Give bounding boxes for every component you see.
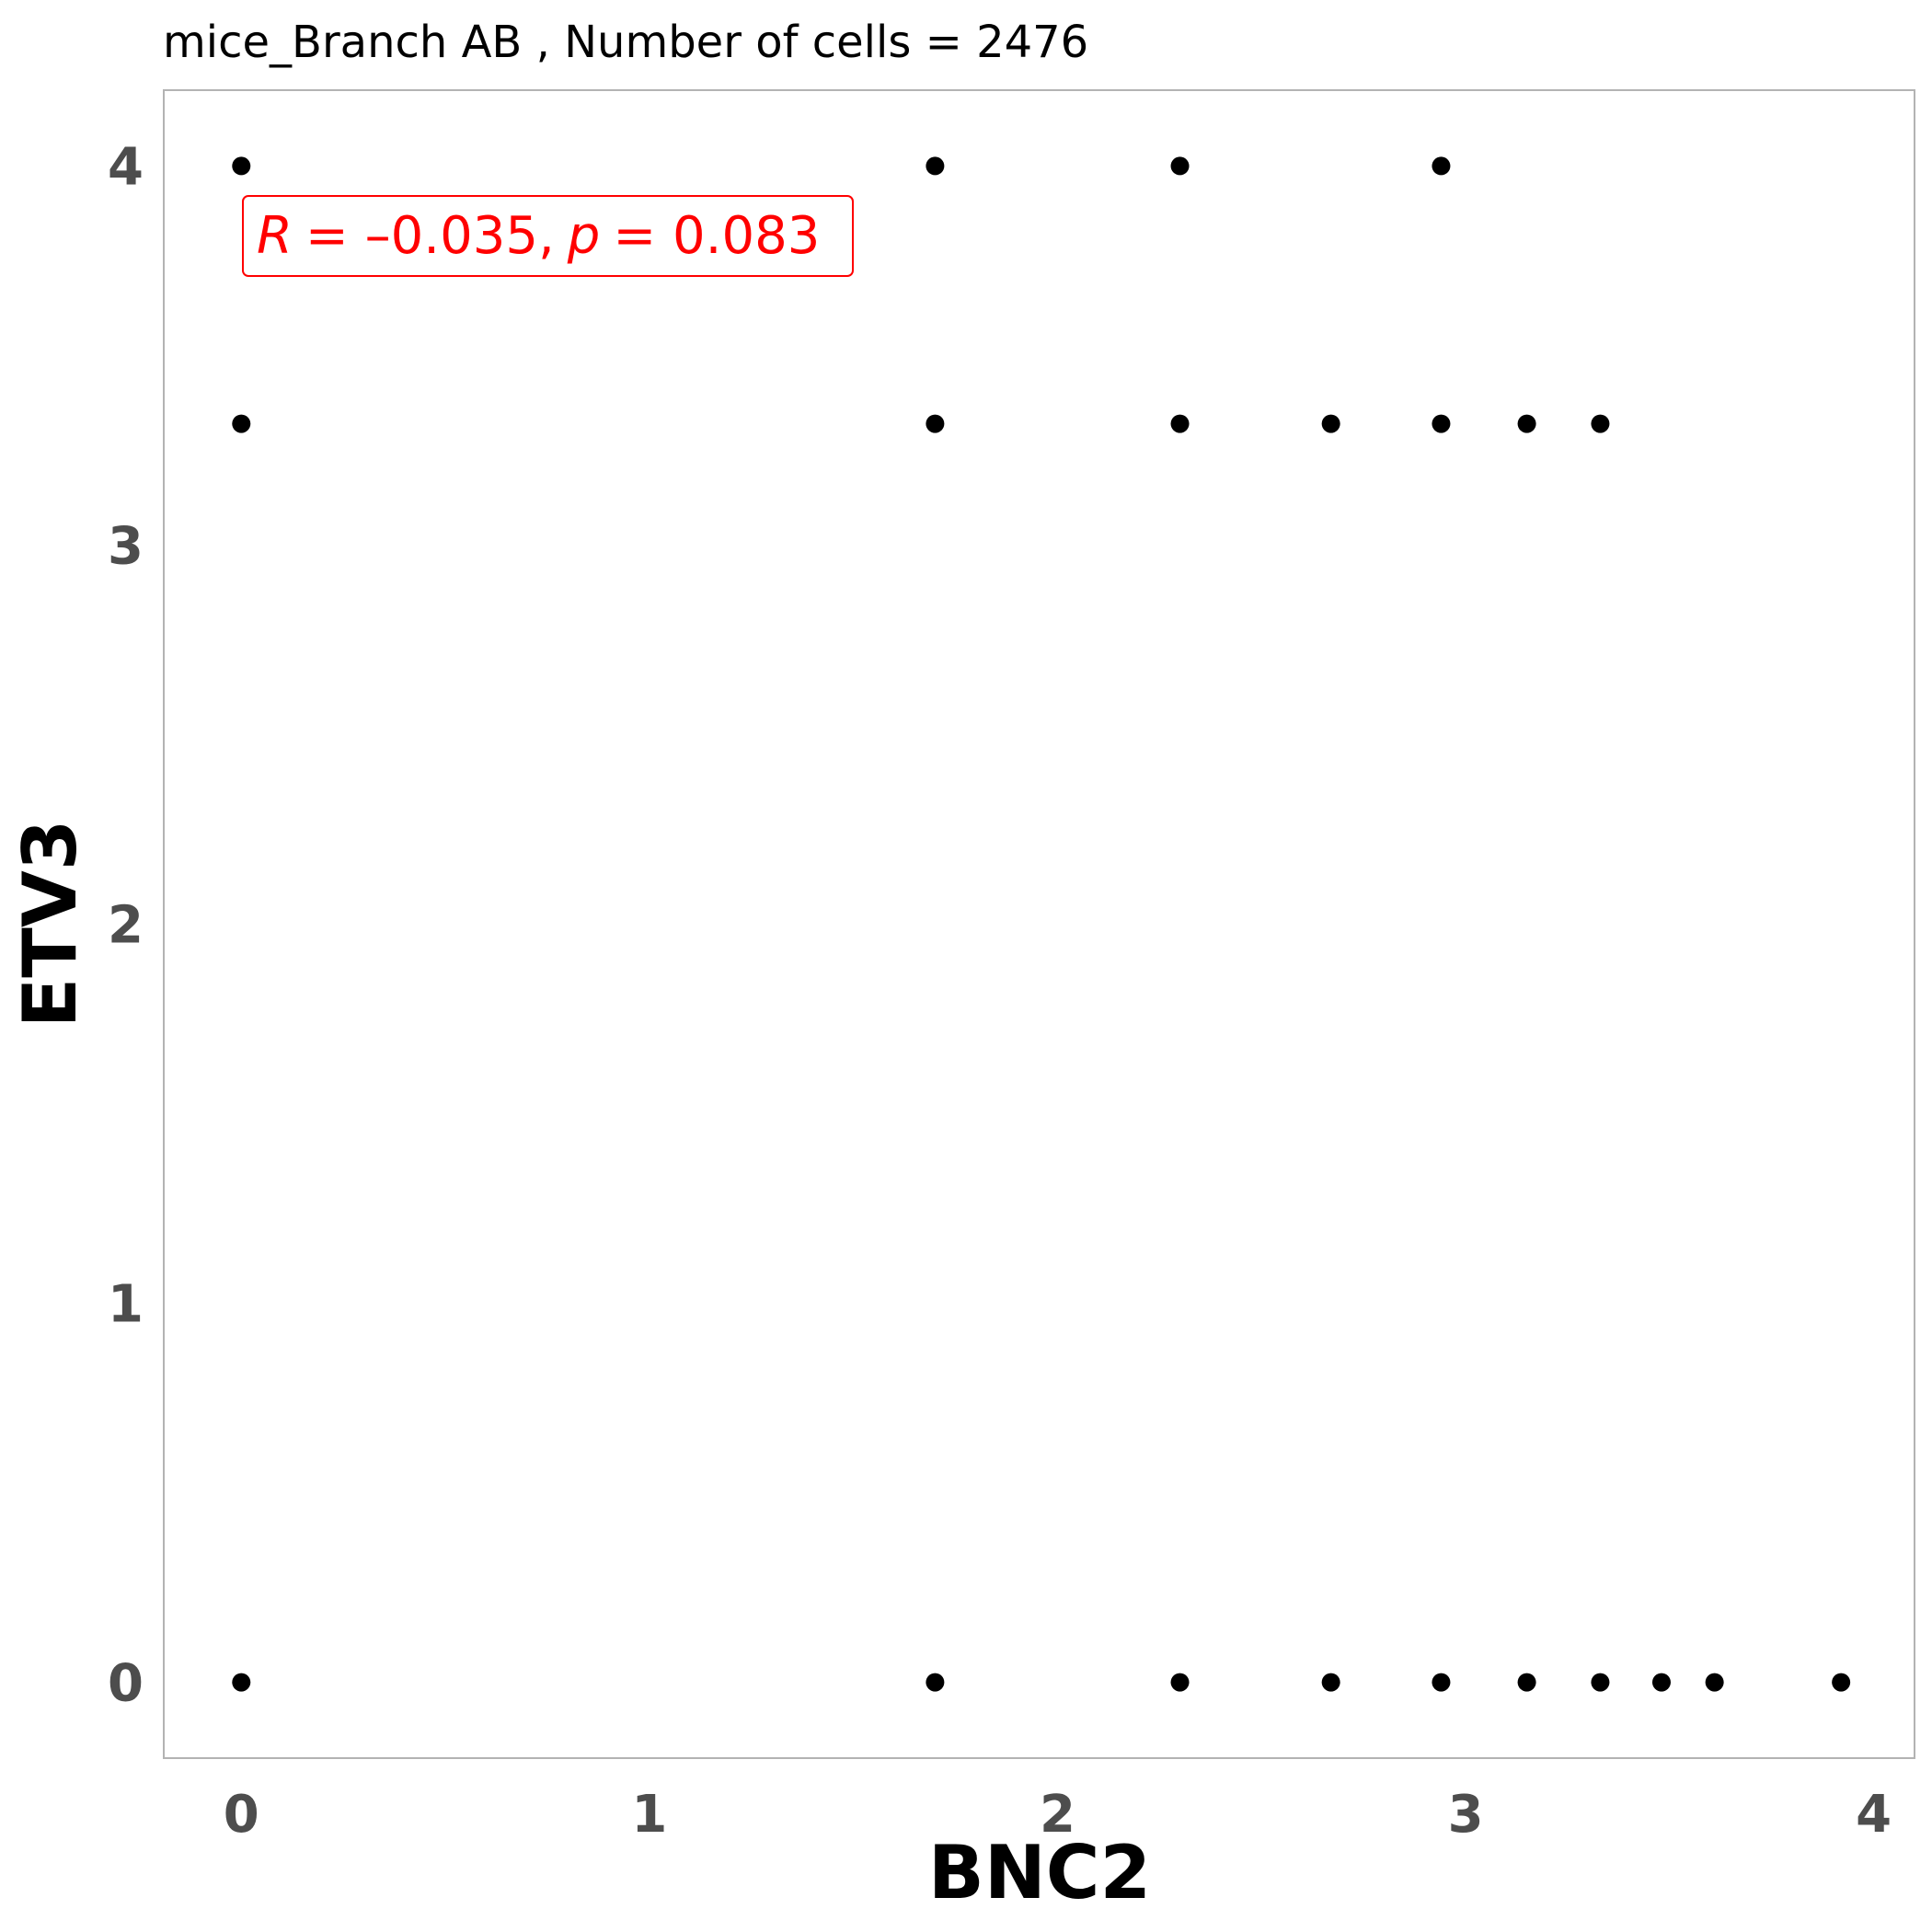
annotation-box (242, 195, 854, 277)
correlation-annotation: R = –0.035, p = 0.083 (242, 195, 854, 277)
data-point (1321, 1673, 1340, 1692)
x-axis-title: BNC2 (928, 1830, 1151, 1915)
x-tick-label: 3 (1448, 1785, 1484, 1845)
data-point (1432, 156, 1451, 176)
x-tick-label: 4 (1856, 1785, 1892, 1845)
annotation-p-value: = 0.083 (613, 206, 820, 266)
data-point (1517, 1673, 1536, 1692)
data-point (1705, 1673, 1724, 1692)
annotation-r-value: = –0.035, (305, 206, 555, 266)
data-point (926, 1673, 945, 1692)
data-point (232, 414, 251, 433)
x-tick-label: 1 (631, 1785, 667, 1845)
y-axis-ticks: 0 1 2 3 4 (108, 137, 144, 1713)
y-axis-title: ETV3 (7, 820, 93, 1029)
x-tick-label: 0 (224, 1785, 259, 1845)
y-tick-label: 0 (108, 1654, 144, 1714)
y-tick-label: 4 (108, 137, 144, 197)
data-point (1170, 1673, 1190, 1692)
data-point (1170, 156, 1190, 176)
data-point (1432, 1673, 1451, 1692)
data-point (1321, 414, 1340, 433)
chart-title: mice_Branch AB , Number of cells = 2476 (163, 17, 1088, 68)
data-point (926, 156, 945, 176)
data-point (1832, 1673, 1851, 1692)
data-point (1591, 414, 1610, 433)
data-point (232, 156, 251, 176)
y-tick-label: 1 (108, 1275, 144, 1335)
data-point (1517, 414, 1536, 433)
x-tick-label: 2 (1040, 1785, 1075, 1845)
x-axis-ticks: 0 1 2 3 4 (224, 1785, 1892, 1845)
y-tick-label: 2 (108, 896, 144, 956)
data-points (232, 156, 1851, 1692)
annotation-text: R = –0.035, p = 0.083 (257, 206, 820, 266)
data-point (232, 1673, 251, 1692)
plot-panel-border (163, 89, 1915, 1759)
y-tick-label: 3 (108, 516, 144, 576)
data-point (1170, 414, 1190, 433)
data-point (1591, 1673, 1610, 1692)
data-point (926, 414, 945, 433)
data-point (1432, 414, 1451, 433)
annotation-p-symbol: p (567, 206, 601, 266)
annotation-r-symbol: R (257, 206, 293, 266)
data-point (1651, 1673, 1671, 1692)
